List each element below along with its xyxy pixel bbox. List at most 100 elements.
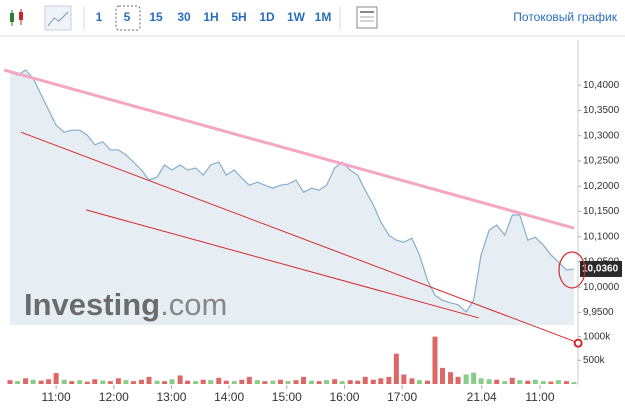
highlight-circle bbox=[558, 251, 586, 289]
interval-button[interactable]: 30 bbox=[177, 10, 191, 24]
volume-bar bbox=[416, 380, 422, 384]
volume-bar bbox=[370, 379, 376, 384]
y-tick-label: 9,9500 bbox=[583, 307, 614, 318]
volume-bar bbox=[46, 379, 52, 384]
interval-button[interactable]: 1M bbox=[315, 10, 332, 24]
interval-button[interactable]: 5 bbox=[124, 10, 131, 24]
x-tick-label: 14:00 bbox=[214, 390, 244, 404]
volume-bar bbox=[77, 380, 83, 384]
y-tick-label: 1000k bbox=[583, 331, 611, 342]
y-tick-label: 10,2000 bbox=[583, 181, 620, 192]
y-tick-label: 10,4000 bbox=[583, 80, 620, 91]
volume-bar bbox=[61, 379, 67, 384]
y-tick-label: 10,3000 bbox=[583, 130, 620, 141]
area-icon[interactable] bbox=[44, 5, 72, 31]
volume-bar bbox=[347, 380, 353, 384]
stream-link[interactable]: Потоковый график bbox=[513, 10, 617, 24]
volume-bar bbox=[138, 379, 144, 384]
volume-bar bbox=[448, 372, 454, 384]
volume-bar bbox=[38, 380, 44, 384]
volume-bar bbox=[146, 376, 152, 384]
volume-bar bbox=[262, 381, 268, 384]
volume-bar bbox=[532, 379, 538, 384]
x-tick-label: 12:00 bbox=[99, 390, 129, 404]
trendline bbox=[20, 131, 580, 344]
volume-bar bbox=[517, 380, 523, 384]
volume-bar bbox=[339, 381, 345, 384]
candle-icon bbox=[19, 12, 23, 20]
interval-button[interactable]: 1D bbox=[259, 10, 275, 24]
volume-bar bbox=[455, 376, 461, 384]
watermark-brand: Investing bbox=[24, 287, 160, 322]
volume-bar bbox=[563, 381, 569, 384]
volume-bar bbox=[270, 380, 276, 384]
volume-bar bbox=[293, 380, 299, 384]
volume-bar bbox=[285, 381, 291, 384]
volume-bar bbox=[107, 381, 113, 384]
volume-bar bbox=[162, 381, 168, 384]
volume-bar bbox=[23, 378, 29, 384]
volume-bar bbox=[439, 367, 445, 384]
volume-bar bbox=[494, 379, 500, 384]
volume-bar bbox=[478, 378, 484, 384]
volume-bar bbox=[540, 381, 546, 384]
volume-bar bbox=[555, 380, 561, 384]
volume-bar bbox=[69, 381, 75, 384]
volume-bar bbox=[301, 376, 307, 384]
volume-bar bbox=[471, 372, 477, 384]
volume-bar bbox=[409, 378, 415, 384]
volume-bar bbox=[246, 376, 252, 384]
volume-bar bbox=[169, 379, 175, 384]
volume-bar bbox=[424, 380, 430, 384]
volume-bar bbox=[239, 379, 245, 384]
volume-bar bbox=[463, 374, 469, 384]
volume-bar bbox=[30, 379, 36, 384]
interval-button[interactable]: 1H bbox=[203, 10, 218, 24]
volume-bar bbox=[309, 380, 315, 384]
volume-bar bbox=[177, 375, 183, 384]
volume-bar bbox=[432, 336, 438, 384]
volume-bar bbox=[123, 380, 129, 384]
interval-button[interactable]: 1 bbox=[96, 10, 103, 24]
volume-bar bbox=[332, 379, 338, 384]
volume-bar bbox=[548, 381, 554, 384]
x-tick-label: 13:00 bbox=[156, 390, 186, 404]
last-price-label: 10,0360 bbox=[582, 264, 619, 275]
interval-button[interactable]: 5H bbox=[231, 10, 246, 24]
x-tick-label: 11:00 bbox=[525, 390, 554, 404]
volume-bar bbox=[502, 381, 508, 384]
trendline bbox=[85, 209, 479, 319]
volume-bar bbox=[53, 373, 59, 384]
y-tick-label: 10,3500 bbox=[583, 105, 620, 116]
volume-bar bbox=[200, 379, 206, 384]
interval-button[interactable]: 15 bbox=[149, 10, 163, 24]
interval-button[interactable]: 1W bbox=[287, 10, 306, 24]
volume-bar bbox=[154, 380, 160, 384]
volume-bar bbox=[7, 380, 13, 384]
x-tick-label: 15:00 bbox=[272, 390, 302, 404]
volume-bar bbox=[386, 376, 392, 384]
last-price-box bbox=[580, 260, 622, 277]
y-tick-label: 10,1000 bbox=[583, 231, 620, 242]
volume-bar bbox=[277, 379, 283, 384]
volume-bar bbox=[193, 381, 199, 384]
volume-bar bbox=[92, 379, 98, 384]
volume-bar bbox=[100, 380, 106, 384]
volume-bar bbox=[362, 376, 368, 384]
volume-bar bbox=[208, 380, 214, 384]
candle-icon[interactable] bbox=[5, 6, 29, 30]
volume-bar bbox=[571, 382, 577, 384]
volume-bar bbox=[378, 378, 384, 384]
toolbar: Потоковый график bbox=[0, 5, 625, 37]
volume-bar bbox=[525, 380, 531, 384]
volume-bar bbox=[84, 381, 90, 384]
trendline bbox=[3, 68, 575, 230]
volume-bar bbox=[216, 377, 222, 384]
volume-bar bbox=[393, 353, 399, 384]
volume-bar bbox=[509, 377, 515, 384]
y-tick-label: 10,0000 bbox=[583, 282, 620, 293]
volume-bar bbox=[486, 379, 492, 384]
volume-bar bbox=[254, 380, 260, 384]
candle-icon bbox=[10, 13, 14, 22]
x-tick-label: 21.04 bbox=[467, 390, 497, 404]
